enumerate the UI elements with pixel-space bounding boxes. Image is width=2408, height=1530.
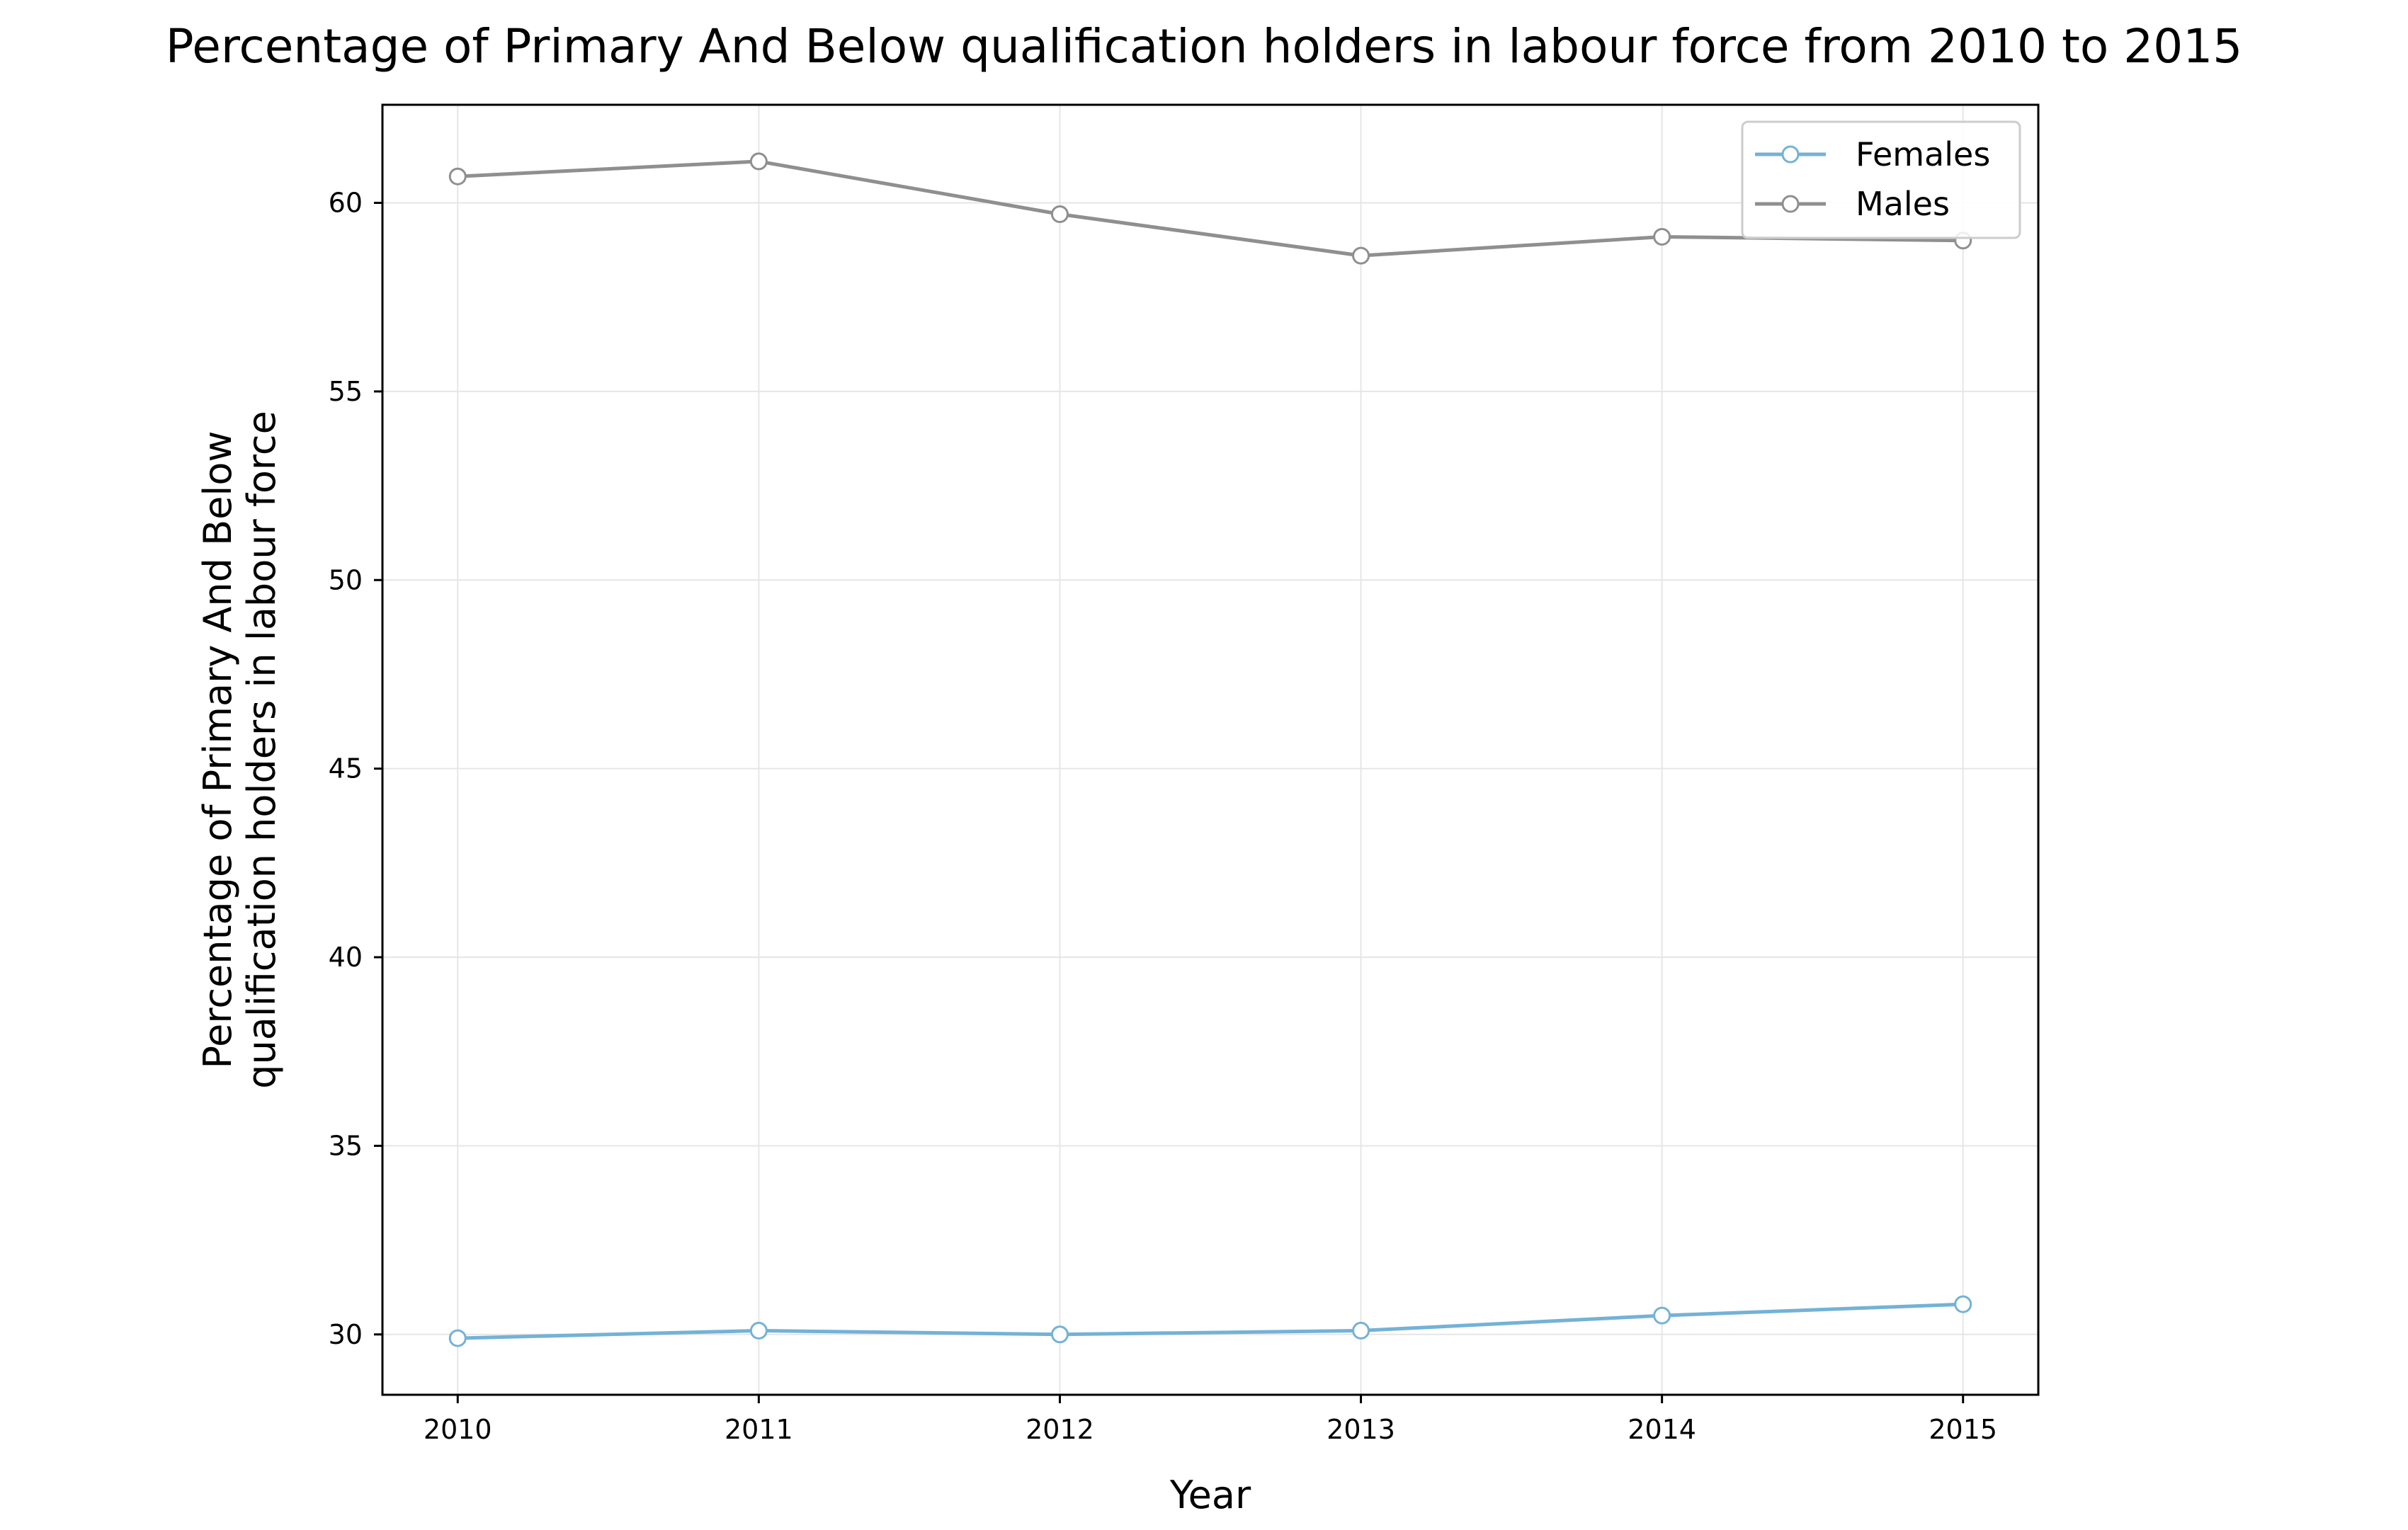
series-line-females (458, 1302, 1963, 1340)
data-point-males (749, 152, 768, 171)
x-tick-label: 2014 (1628, 1414, 1696, 1445)
legend-label-females: Females (1856, 135, 1990, 173)
legend-label-males: Males (1856, 185, 1950, 223)
y-tick-label: 35 (329, 1130, 363, 1161)
x-axis: 2010 2011 2012 2013 2014 2015 (424, 1395, 1997, 1445)
y-tick-label: 50 (329, 564, 363, 595)
series-line-males (458, 159, 1963, 258)
x-tick-label: 2012 (1026, 1414, 1094, 1445)
y-tick-label: 45 (329, 753, 363, 784)
grid (382, 105, 2038, 1395)
data-point-females (1050, 1325, 1069, 1344)
y-axis-label-line-2: qualification holders in labour force (239, 411, 284, 1089)
y-tick-label: 40 (329, 942, 363, 973)
y-axis-label-line-1: Percentage of Primary And Below (195, 430, 240, 1068)
data-point-females (749, 1321, 768, 1340)
legend-marker-males (1781, 195, 1800, 213)
data-point-males (448, 167, 467, 185)
y-tick-label: 60 (329, 188, 363, 219)
x-tick-label: 2013 (1327, 1414, 1395, 1445)
data-point-females (1653, 1306, 1671, 1325)
x-tick-label: 2011 (725, 1414, 793, 1445)
chart-title: Percentage of Primary And Below qualific… (166, 19, 2242, 74)
legend-marker-females (1781, 145, 1800, 164)
data-point-females (1352, 1321, 1370, 1340)
plot-frame (381, 103, 2040, 1396)
y-tick-label: 55 (329, 376, 363, 407)
legend: Females Males (1741, 120, 2021, 239)
x-axis-label: Year (1169, 1473, 1251, 1517)
x-tick-label: 2010 (424, 1414, 492, 1445)
series-layer (448, 152, 1972, 1347)
y-axis-label: Percentage of Primary And Below qualific… (195, 411, 284, 1089)
data-point-males (1352, 246, 1370, 265)
data-point-females (1954, 1295, 1972, 1313)
legend-box (1741, 120, 2021, 239)
x-tick-label: 2015 (1929, 1414, 1997, 1445)
data-point-males (1653, 227, 1671, 246)
y-tick-label: 30 (329, 1319, 363, 1350)
data-point-males (1050, 205, 1069, 223)
data-point-females (448, 1329, 467, 1347)
y-axis: 30 35 40 45 50 55 60 (329, 188, 382, 1350)
